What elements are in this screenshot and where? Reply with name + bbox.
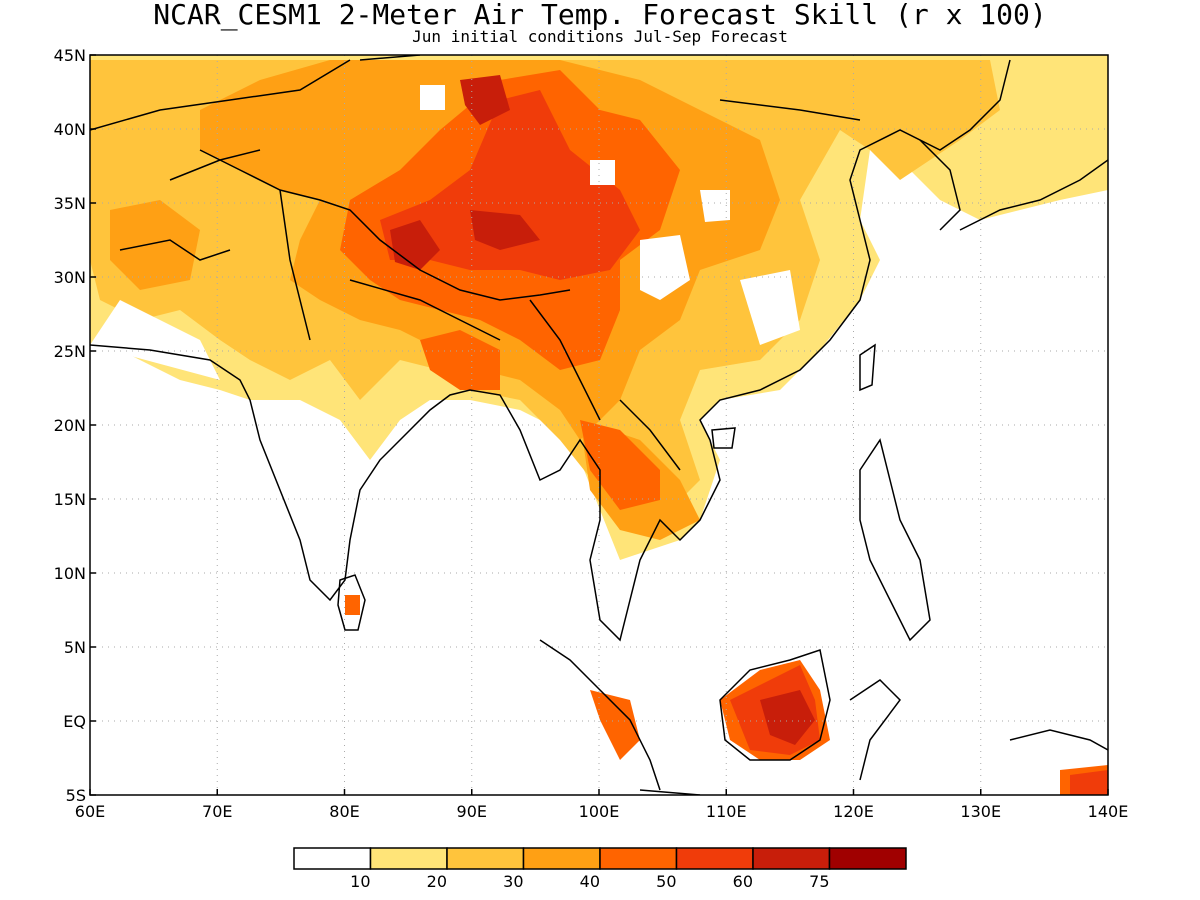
colorbar-label: 50 <box>656 872 676 891</box>
x-tick-label: 140E <box>1088 802 1129 821</box>
colorbar-label: 60 <box>733 872 753 891</box>
x-tick-label: 70E <box>202 802 232 821</box>
x-tick-label: 90E <box>457 802 487 821</box>
x-tick-label: 110E <box>706 802 747 821</box>
y-tick-label: 30N <box>54 268 86 287</box>
colorbar-swatch <box>369 847 448 870</box>
colorbar-label: 75 <box>809 872 829 891</box>
x-tick-label: 60E <box>75 802 105 821</box>
colorbar-swatch <box>675 847 754 870</box>
colorbar-swatch <box>752 847 831 870</box>
x-tick-label: 100E <box>579 802 620 821</box>
y-tick-label: 40N <box>54 120 86 139</box>
map-subtitle: Jun initial conditions Jul-Sep Forecast <box>412 27 788 46</box>
colorbar-label: 20 <box>427 872 447 891</box>
y-tick-label: 35N <box>54 194 86 213</box>
x-tick-label: 120E <box>833 802 874 821</box>
y-tick-label: 25N <box>54 342 86 361</box>
skill-shading <box>90 55 1108 795</box>
y-tick-label: EQ <box>63 712 86 731</box>
colorbar-swatch <box>599 847 678 870</box>
colorbar-swatch <box>293 847 372 870</box>
colorbar-label: 40 <box>580 872 600 891</box>
y-tick-label: 20N <box>54 416 86 435</box>
y-tick-label: 10N <box>54 564 86 583</box>
y-tick-label: 5S <box>66 786 86 805</box>
colorbar-label: 30 <box>503 872 523 891</box>
colorbar-swatch <box>828 847 907 870</box>
coastlines <box>90 55 1108 795</box>
y-tick-label: 5N <box>64 638 86 657</box>
map-title: NCAR_CESM1 2-Meter Air Temp. Forecast Sk… <box>153 0 1047 31</box>
colorbar: 10 20 30 40 50 60 75 <box>293 847 907 891</box>
y-tick-label: 15N <box>54 490 86 509</box>
colorbar-swatch <box>522 847 601 870</box>
y-axis: 45N 40N 35N 30N 25N 20N 15N 10N 5N EQ 5S <box>54 46 96 805</box>
x-axis: 60E 70E 80E 90E 100E 110E 120E 130E 140E <box>75 789 1129 821</box>
x-tick-label: 80E <box>329 802 359 821</box>
colorbar-swatch <box>446 847 525 870</box>
colorbar-label: 10 <box>350 872 370 891</box>
y-tick-label: 45N <box>54 46 86 65</box>
x-tick-label: 130E <box>960 802 1001 821</box>
